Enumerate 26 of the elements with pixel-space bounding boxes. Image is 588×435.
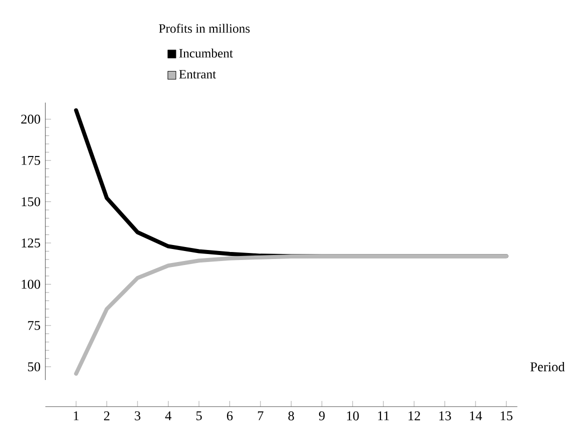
x-tick-label: 3 [134,412,140,420]
x-tick-label: 6 [226,412,233,420]
legend-title: Profits in millions [158,24,250,33]
legend-label: Entrant [179,70,216,79]
x-tick-label: 2 [104,412,110,420]
x-tick-label: 4 [165,412,172,420]
y-tick-label: 125 [22,238,40,248]
y-tick-label: 100 [22,280,40,289]
x-tick-label: 7 [258,412,264,420]
x-tick-label: 9 [319,412,325,420]
y-tick-label: 200 [21,114,40,124]
x-tick-label: 1 [74,412,79,420]
x-tick-label: 10 [347,412,359,421]
x-tick-label: 13 [439,412,451,420]
legend-label: Incumbent [179,48,233,58]
y-tick-label: 50 [28,362,40,372]
x-tick-label: 14 [470,412,482,420]
x-tick-label: 12 [408,412,420,420]
y-tick-label: 150 [22,197,40,206]
x-tick-label: 11 [378,412,389,420]
x-tick-label: 15 [500,412,512,420]
x-axis-title: Period [530,362,565,372]
y-tick-label: 175 [22,156,40,166]
x-tick-label: 5 [196,412,202,420]
y-tick-label: 75 [28,321,40,330]
x-tick-label: 8 [288,412,294,421]
